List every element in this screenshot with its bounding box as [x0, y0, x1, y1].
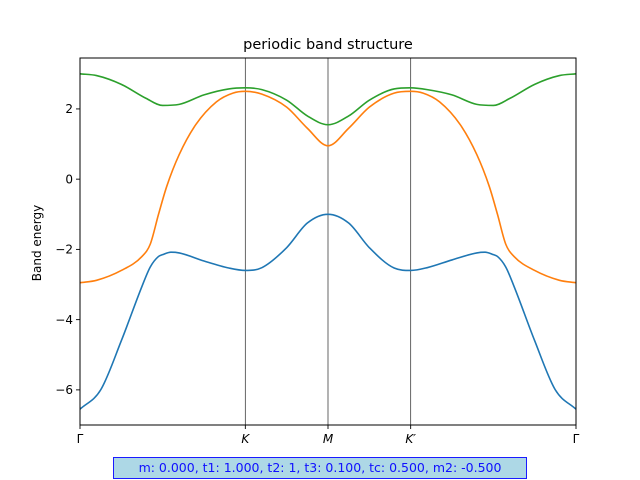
band-series — [79, 73, 577, 410]
x-tick-label: K′ — [405, 432, 416, 446]
x-tick-label: K — [241, 432, 250, 446]
plot-frame — [79, 57, 577, 426]
band-line-3 — [79, 73, 577, 126]
band-line-1 — [79, 213, 577, 410]
chart-title: periodic band structure — [243, 37, 413, 53]
parameters-box: m: 0.000, t1: 1.000, t2: 1, t3: 0.100, t… — [113, 457, 527, 479]
y-axis-ticks: 2 0 −2 −4 −6 — [55, 102, 80, 397]
y-tick-label: 0 — [65, 172, 73, 186]
band-line-2 — [79, 90, 577, 284]
y-axis-label: Band energy — [30, 205, 44, 281]
y-tick-label: −2 — [55, 243, 73, 257]
high-symmetry-lines — [244, 58, 412, 425]
x-tick-label: M — [323, 432, 334, 446]
x-tick-label: Γ — [77, 432, 84, 446]
x-axis-ticks: Γ K M K′ Γ — [77, 425, 580, 446]
y-tick-label: 2 — [65, 102, 73, 116]
x-tick-label: Γ — [573, 432, 580, 446]
y-tick-label: −6 — [55, 383, 73, 397]
y-tick-label: −4 — [55, 313, 73, 327]
